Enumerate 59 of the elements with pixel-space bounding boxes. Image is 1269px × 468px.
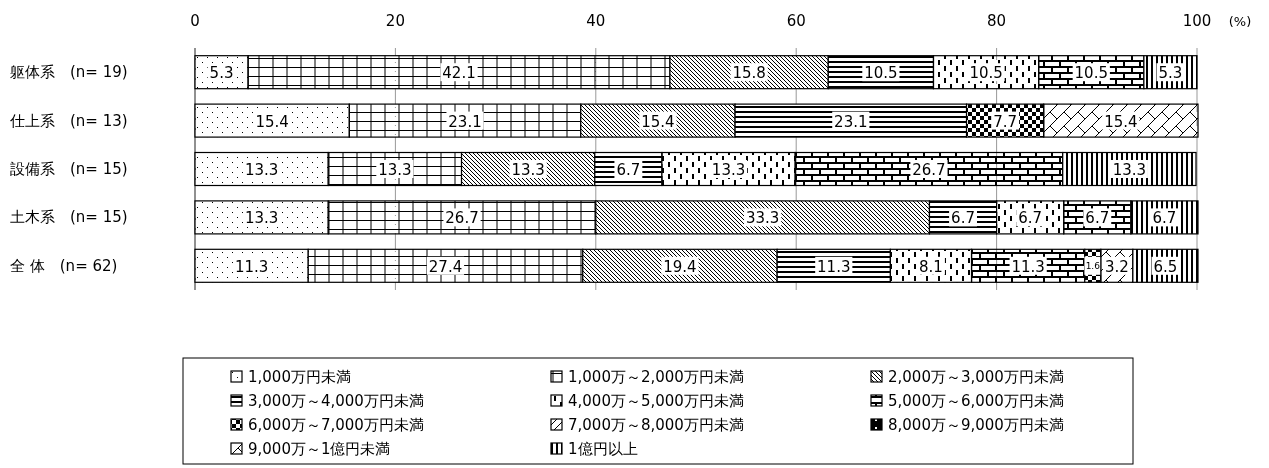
y-tick-label: 躯体系 (n= 19) xyxy=(10,63,128,82)
data-label: 13.3 xyxy=(711,161,746,179)
data-label: 13.3 xyxy=(511,161,545,179)
data-label: 6.7 xyxy=(616,161,641,179)
x-tick-label: 40 xyxy=(586,12,606,30)
data-label: 11.3 xyxy=(1011,257,1045,276)
data-label: 5.3 xyxy=(209,64,234,83)
legend-label: 1億円以上 xyxy=(568,440,638,458)
data-label: 1.6 xyxy=(1085,261,1101,272)
data-label: 42.1 xyxy=(442,64,476,83)
data-label: 3.2 xyxy=(1104,257,1129,276)
data-label: 5.3 xyxy=(1158,64,1183,83)
data-label: 27.4 xyxy=(428,257,463,276)
legend-label: 1,000万円未満 xyxy=(248,368,351,386)
x-tick-label: 100 xyxy=(1182,12,1212,30)
data-label: 26.7 xyxy=(445,209,479,228)
data-label: 13.3 xyxy=(1112,161,1147,179)
data-label: 13.3 xyxy=(378,161,412,179)
data-label: 33.3 xyxy=(745,209,780,228)
data-label: 10.5 xyxy=(969,64,1003,83)
legend-label: 6,000万～7,000万円未満 xyxy=(248,416,424,434)
legend-label: 8,000万～9,000万円未満 xyxy=(888,416,1064,434)
data-label: 26.7 xyxy=(912,161,946,179)
legend-label: 5,000万～6,000万円未満 xyxy=(888,392,1064,410)
data-label: 13.3 xyxy=(244,209,279,228)
data-label: 19.4 xyxy=(663,257,697,276)
data-label: 15.4 xyxy=(1104,112,1138,131)
legend-label: 3,000万～4,000万円未満 xyxy=(248,392,424,410)
x-tick-label: 0 xyxy=(190,12,200,30)
data-label: 23.1 xyxy=(448,112,482,131)
data-label: 6.7 xyxy=(1018,209,1043,228)
data-label: 23.1 xyxy=(834,112,868,131)
x-tick-label: 20 xyxy=(385,12,405,30)
data-label: 15.4 xyxy=(255,112,289,131)
data-label: 15.8 xyxy=(732,64,766,83)
legend-label: 7,000万～8,000万円未満 xyxy=(568,416,744,434)
data-label: 6.7 xyxy=(1152,209,1177,228)
data-label: 11.3 xyxy=(817,257,851,276)
legend-label: 4,000万～5,000万円未満 xyxy=(568,392,744,410)
x-tick-label: 60 xyxy=(786,12,806,30)
data-label: 6.5 xyxy=(1153,257,1178,276)
data-label: 13.3 xyxy=(244,161,279,179)
x-axis-title: (%) xyxy=(1228,14,1252,29)
data-label: 8.1 xyxy=(919,257,943,276)
data-label: 11.3 xyxy=(234,257,269,276)
data-label: 7.7 xyxy=(993,112,1018,131)
data-label: 10.5 xyxy=(1074,64,1108,83)
data-label: 6.7 xyxy=(1085,209,1110,228)
data-label: 15.4 xyxy=(641,112,675,131)
data-label: 6.7 xyxy=(951,209,975,228)
y-tick-label: 設備系 (n= 15) xyxy=(10,160,128,178)
legend-label: 2,000万～3,000万円未満 xyxy=(888,368,1064,386)
data-label: 10.5 xyxy=(864,64,898,83)
x-tick-label: 80 xyxy=(987,12,1007,30)
legend-label: 9,000万～1億円未満 xyxy=(248,440,391,458)
legend-label: 1,000万～2,000万円未満 xyxy=(568,368,744,386)
y-tick-label: 土木系 (n= 15) xyxy=(10,208,128,227)
y-tick-label: 仕上系 (n= 13) xyxy=(9,111,128,130)
y-tick-label: 全 体 (n= 62) xyxy=(10,256,118,275)
